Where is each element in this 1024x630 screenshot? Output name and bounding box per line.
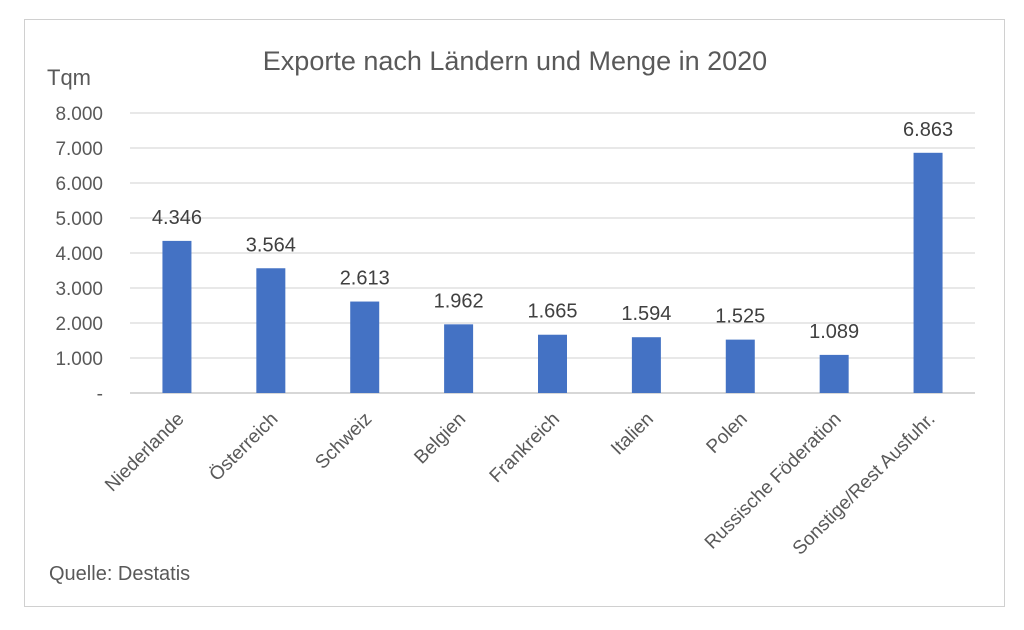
y-axis-unit: Tqm	[47, 65, 91, 90]
data-label: 1.525	[715, 306, 765, 328]
y-tick-label: 4.000	[55, 244, 103, 265]
y-tick-label: 7.000	[55, 139, 103, 160]
bar	[256, 268, 286, 393]
category-label: Frankreich	[486, 409, 564, 487]
bar	[913, 152, 943, 393]
bar	[725, 339, 755, 393]
data-label: 3.564	[246, 234, 296, 256]
y-tick-label: 2.000	[55, 314, 103, 335]
y-tick-label: 8.000	[55, 104, 103, 125]
data-label: 6.863	[903, 119, 953, 141]
y-tick-label: 6.000	[55, 174, 103, 195]
data-label: 2.613	[340, 268, 390, 290]
bars	[162, 152, 943, 393]
bar	[538, 334, 567, 393]
category-label: Schweiz	[311, 409, 376, 474]
bar	[162, 240, 192, 393]
data-label: 1.962	[434, 290, 484, 312]
y-tick-label: -	[97, 384, 103, 405]
source-note: Quelle: Destatis	[49, 563, 190, 585]
data-label: 1.594	[621, 303, 671, 325]
category-label: Italien	[607, 409, 658, 460]
data-label: 4.346	[152, 207, 202, 229]
y-tick-label: 3.000	[55, 279, 103, 300]
bar	[350, 301, 380, 393]
category-labels: Niederlande Österreich Schweiz Belgien Frank…	[101, 409, 939, 560]
bar	[444, 324, 474, 393]
data-label: 1.665	[527, 301, 577, 323]
category-label: Österreich	[206, 409, 283, 486]
y-tick-label: 5.000	[55, 209, 103, 230]
category-label: Niederlande	[101, 409, 188, 496]
y-tick-label: 1.000	[55, 349, 103, 370]
category-label: Belgien	[410, 409, 470, 469]
bar	[631, 337, 661, 393]
category-label: Polen	[703, 409, 752, 458]
chart-title: Exporte nach Ländern und Menge in 2020	[263, 46, 767, 76]
data-labels: 4.346 3.564 2.613 1.962 1.665 1.594 1.525 1.089…	[152, 119, 953, 343]
y-axis-ticks: - 1.000 2.000 3.000 4.000 5.000 6.000 7.000 8.00…	[55, 104, 103, 405]
bar	[819, 354, 849, 393]
data-label: 1.089	[809, 321, 859, 343]
